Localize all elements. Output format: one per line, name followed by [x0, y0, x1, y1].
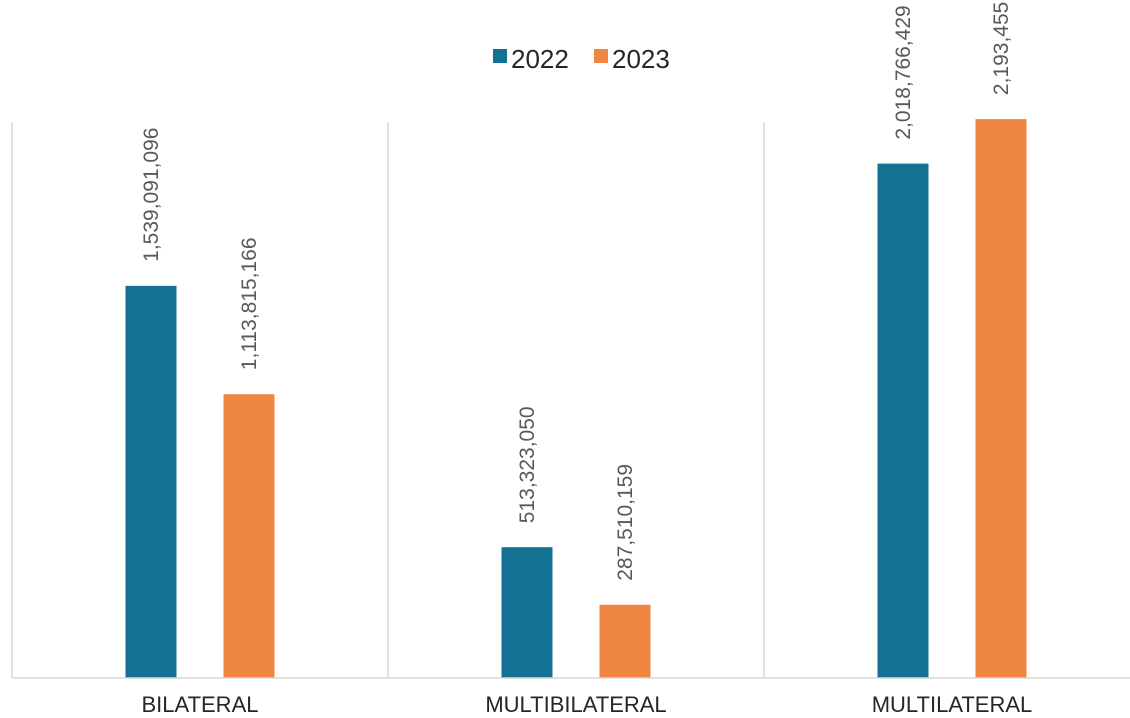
bar-2023-bilateral	[223, 394, 275, 678]
data-label-2023-bilateral: 1,113,815,166	[238, 237, 261, 370]
data-label-2022-multibilateral: 513,323,050	[516, 406, 539, 523]
bar-2023-multibilateral	[599, 604, 651, 678]
data-labels: 1,539,091,096 1,113,815,166 513,323,050 287…	[140, 0, 1013, 581]
legend-swatch-2022	[493, 49, 507, 63]
legend: 2022 2023	[493, 44, 670, 74]
legend-label-2022: 2022	[511, 44, 569, 74]
category-label-multilateral: MULTILATERAL	[872, 692, 1033, 717]
category-label-bilateral: BILATERAL	[142, 692, 259, 717]
bar-2022-multibilateral	[501, 547, 553, 678]
category-label-multibilateral: MULTIBILATERAL	[485, 692, 666, 717]
bar-2023-multilateral	[975, 119, 1027, 679]
bars	[125, 119, 1027, 679]
data-label-2022-bilateral: 1,539,091,096	[140, 128, 163, 262]
category-labels: BILATERAL MULTIBILATERAL MULTILATERAL	[142, 692, 1033, 717]
data-label-2022-multilateral: 2,018,766,429	[892, 5, 915, 139]
data-label-2023-multilateral: 2,193,455,824	[990, 0, 1013, 95]
legend-swatch-2023	[594, 49, 608, 63]
legend-label-2023: 2023	[612, 44, 670, 74]
data-label-2023-multibilateral: 287,510,159	[614, 464, 637, 581]
bar-2022-multilateral	[877, 163, 929, 679]
bar-2022-bilateral	[125, 285, 177, 678]
category-separators	[11, 122, 765, 678]
